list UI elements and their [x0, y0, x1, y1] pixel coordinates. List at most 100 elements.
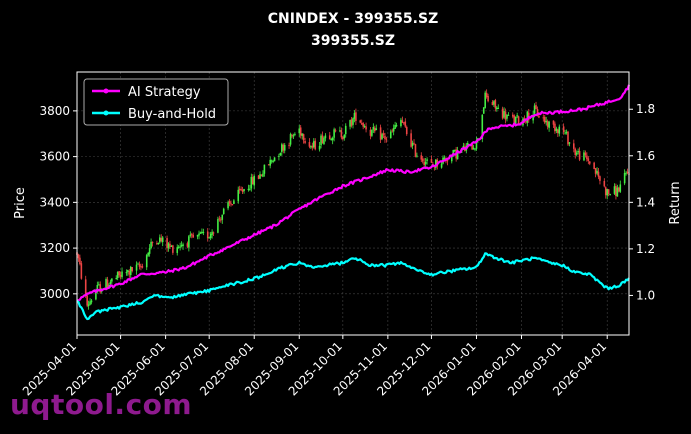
y-left-tick-label: 3200	[39, 241, 70, 255]
candle-body	[491, 101, 494, 106]
candle-body	[574, 148, 577, 156]
candle-body	[109, 281, 112, 285]
candle-body	[135, 264, 138, 271]
candle-body	[298, 128, 301, 134]
watermark: uqtool.com	[10, 388, 193, 421]
candle-body	[201, 231, 203, 234]
candle-body	[170, 245, 173, 247]
candle-body	[586, 155, 588, 160]
candle-body	[118, 271, 120, 276]
candle-body	[324, 135, 327, 139]
candle-body	[613, 186, 616, 194]
legend-ai-strategy-marker	[103, 88, 109, 94]
candle-body	[156, 243, 158, 245]
candle-body	[125, 272, 128, 274]
candle-body	[279, 152, 282, 156]
candle-body	[304, 140, 306, 143]
candle-body	[77, 254, 80, 259]
candle-body	[198, 233, 200, 236]
candle-body	[525, 121, 527, 123]
candle-body	[320, 135, 322, 146]
candle-body	[481, 114, 484, 139]
candle-body	[323, 137, 325, 145]
candle-body	[186, 243, 189, 247]
candle-body	[172, 245, 174, 253]
candle-body	[192, 234, 195, 238]
candle-body	[263, 164, 266, 174]
candle-body	[137, 263, 139, 265]
candle-body	[497, 107, 500, 109]
candle-body	[220, 219, 222, 221]
candle-body	[558, 126, 561, 134]
candle-body	[596, 170, 598, 174]
candle-body	[188, 236, 190, 248]
candle-body	[247, 188, 250, 190]
candle-body	[169, 243, 171, 247]
candle-body	[221, 214, 224, 220]
candle-body	[308, 142, 311, 147]
y-axis-left-label: Price	[13, 187, 28, 219]
candle-body	[567, 131, 569, 145]
y-right-tick-label: 1.2	[636, 242, 655, 256]
candle-body	[289, 134, 292, 145]
candle-body	[618, 187, 620, 192]
candle-body	[199, 232, 202, 234]
candle-body	[426, 159, 428, 161]
candle-body	[231, 204, 234, 206]
candle-body	[548, 121, 550, 128]
candle-body	[575, 152, 578, 155]
candle-body	[241, 189, 244, 192]
candle-body	[84, 279, 87, 295]
candle-body	[314, 140, 317, 150]
candle-body	[384, 135, 386, 139]
candle-body	[321, 135, 324, 144]
candle-body	[179, 246, 181, 248]
candle-body	[147, 252, 149, 256]
candle-body	[182, 244, 184, 246]
candle-body	[227, 202, 229, 209]
legend: AI Strategy Buy-and-Hold	[83, 78, 229, 126]
candle-body	[583, 152, 585, 161]
candle-body	[493, 101, 495, 105]
candle-body	[89, 301, 91, 305]
chart-title: CNINDEX - 399355.SZ	[268, 11, 438, 27]
candle-body	[482, 107, 485, 114]
candle-body	[513, 115, 516, 123]
candle-body	[330, 139, 333, 141]
candle-body	[141, 266, 144, 268]
candle-body	[278, 155, 280, 157]
candle-body	[424, 161, 427, 165]
y-left-tick-label: 3400	[39, 195, 70, 209]
candle-body	[212, 232, 215, 234]
candle-body	[546, 121, 549, 127]
candle-body	[250, 176, 253, 189]
candle-body	[623, 172, 626, 184]
candle-body	[552, 120, 555, 125]
candle-body	[532, 114, 534, 121]
candle-body	[97, 284, 100, 286]
candle-body	[222, 208, 225, 214]
candle-body	[405, 126, 408, 135]
candle-body	[86, 295, 88, 306]
candle-body	[127, 270, 129, 272]
candle-body	[435, 159, 437, 168]
candle-body	[450, 154, 453, 162]
candle-body	[282, 144, 285, 151]
candle-body	[318, 145, 321, 150]
candle-body	[209, 233, 212, 239]
candle-body	[344, 125, 347, 135]
candle-body	[423, 162, 425, 165]
candle-body	[584, 152, 587, 156]
candle-body	[542, 117, 545, 119]
candle-body	[369, 129, 372, 136]
candle-body	[391, 130, 394, 132]
y-right-tick-label: 1.0	[636, 288, 655, 302]
candle-body	[577, 150, 579, 153]
candle-body	[151, 241, 154, 243]
candle-body	[281, 144, 283, 152]
candle-body	[233, 200, 235, 204]
candle-body	[446, 159, 449, 162]
candle-body	[217, 219, 219, 233]
candle-body	[237, 189, 240, 202]
candle-body	[240, 189, 242, 191]
